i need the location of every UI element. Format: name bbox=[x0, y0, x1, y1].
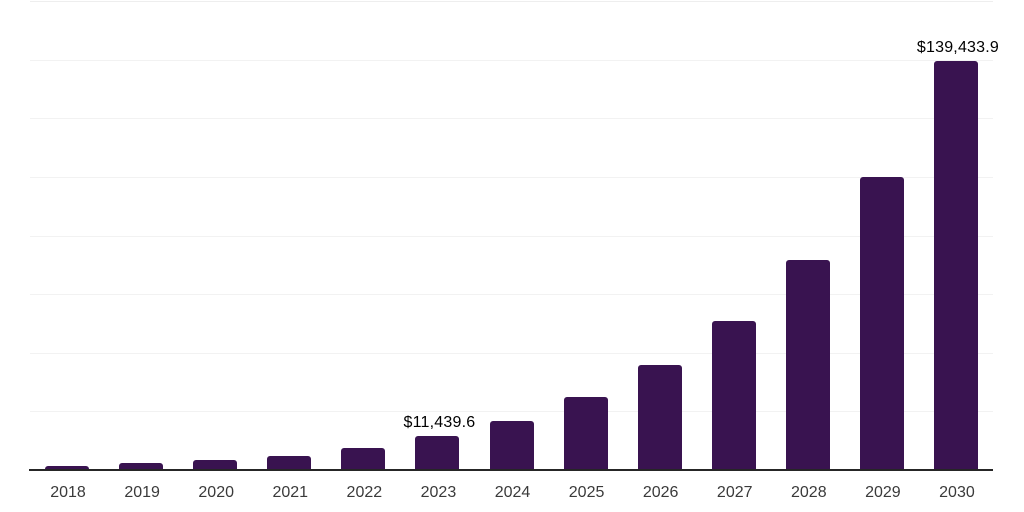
bar-2024 bbox=[489, 421, 534, 470]
gridline-60000 bbox=[30, 294, 993, 296]
x-tick-label-2022: 2022 bbox=[346, 484, 383, 501]
bar-2029 bbox=[859, 177, 904, 470]
bar-2025 bbox=[563, 397, 608, 470]
x-tick-label-2024: 2024 bbox=[494, 484, 531, 501]
x-tick-label-2029: 2029 bbox=[865, 484, 901, 501]
bar-2021 bbox=[267, 455, 312, 470]
bar-2030 bbox=[933, 61, 978, 470]
x-tick-label-2018: 2018 bbox=[50, 484, 86, 501]
data-label-2030: $139,433.9 bbox=[916, 39, 999, 57]
gridline-80000 bbox=[30, 235, 993, 237]
bar-2028 bbox=[785, 260, 830, 470]
gridline-20000 bbox=[30, 411, 993, 413]
x-tick-label-2019: 2019 bbox=[124, 484, 160, 501]
x-tick-label-2023: 2023 bbox=[420, 484, 457, 501]
gridline-160000 bbox=[30, 1, 993, 2]
x-axis-line bbox=[29, 469, 993, 471]
x-tick-label-2030: 2030 bbox=[939, 484, 975, 501]
x-tick-label-2028: 2028 bbox=[791, 484, 827, 501]
bar-2026 bbox=[637, 365, 682, 470]
x-tick-label-2025: 2025 bbox=[568, 484, 605, 501]
bar-2020 bbox=[193, 460, 238, 470]
gridline-40000 bbox=[30, 352, 993, 354]
x-tick-label-2026: 2026 bbox=[642, 484, 679, 501]
bar-2022 bbox=[341, 448, 386, 470]
x-tick-label-2027: 2027 bbox=[716, 484, 753, 501]
gridline-140000 bbox=[30, 59, 993, 61]
x-tick-label-2020: 2020 bbox=[198, 484, 234, 501]
x-tick-label-2021: 2021 bbox=[272, 484, 309, 501]
bar-2019 bbox=[119, 463, 164, 470]
gridline-120000 bbox=[30, 118, 993, 120]
gridline-100000 bbox=[30, 176, 993, 178]
bar-2023 bbox=[415, 436, 460, 470]
bar-2018 bbox=[45, 465, 90, 470]
data-label-2023: $11,439.6 bbox=[403, 414, 476, 432]
bar-2027 bbox=[711, 321, 756, 470]
